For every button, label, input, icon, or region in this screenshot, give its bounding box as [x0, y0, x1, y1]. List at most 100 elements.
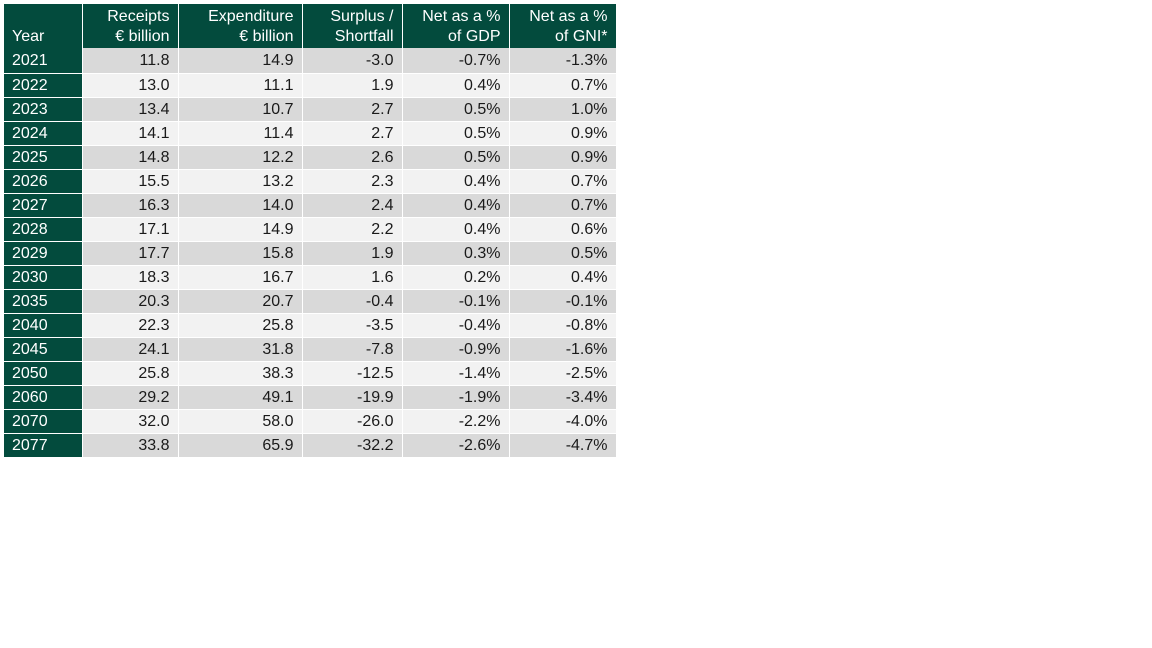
net-gni-cell: -0.8%: [509, 313, 617, 338]
net-gdp-header: Net as a % of GDP: [402, 4, 510, 48]
surplus-cell: 2.2: [302, 217, 403, 242]
table-row: 2026 15.5 13.2 2.3 0.4% 0.7%: [4, 169, 617, 194]
receipts-cell: 17.7: [82, 241, 179, 266]
net-gni-cell: 0.4%: [509, 265, 617, 290]
surplus-cell: 2.3: [302, 169, 403, 194]
surplus-cell: 2.7: [302, 121, 403, 146]
expenditure-cell: 12.2: [178, 145, 303, 170]
net-gdp-cell: 0.3%: [402, 241, 510, 266]
net-gni-cell: 0.7%: [509, 193, 617, 218]
year-cell: 2027: [4, 193, 83, 218]
expenditure-cell: 14.9: [178, 48, 303, 74]
year-cell: 2023: [4, 97, 83, 122]
surplus-cell: 1.9: [302, 241, 403, 266]
year-header: Year: [4, 4, 83, 48]
surplus-cell: 2.6: [302, 145, 403, 170]
net-gni-cell: 0.9%: [509, 145, 617, 170]
net-gni-cell: 0.9%: [509, 121, 617, 146]
net-gdp-cell: -1.4%: [402, 361, 510, 386]
surplus-cell: -3.0: [302, 48, 403, 74]
net-gdp-cell: 0.5%: [402, 97, 510, 122]
net-gni-cell: -3.4%: [509, 385, 617, 410]
year-cell: 2021: [4, 48, 83, 74]
net-gni-cell: 0.5%: [509, 241, 617, 266]
net-gdp-cell: 0.5%: [402, 145, 510, 170]
surplus-cell: -3.5: [302, 313, 403, 338]
net-gdp-cell: -1.9%: [402, 385, 510, 410]
table-row: 2030 18.3 16.7 1.6 0.2% 0.4%: [4, 265, 617, 290]
year-cell: 2070: [4, 409, 83, 434]
expenditure-cell: 25.8: [178, 313, 303, 338]
table-row: 2035 20.3 20.7 -0.4 -0.1% -0.1%: [4, 289, 617, 314]
surplus-header: Surplus / Shortfall: [302, 4, 403, 48]
expenditure-cell: 11.1: [178, 73, 303, 98]
net-gni-cell: 0.7%: [509, 73, 617, 98]
year-cell: 2026: [4, 169, 83, 194]
receipts-cell: 11.8: [82, 48, 179, 74]
table-row: 2060 29.2 49.1 -19.9 -1.9% -3.4%: [4, 385, 617, 410]
header-row: Year Receipts € billion Expenditure € bi…: [4, 4, 617, 48]
expenditure-cell: 20.7: [178, 289, 303, 314]
surplus-cell: -0.4: [302, 289, 403, 314]
receipts-cell: 18.3: [82, 265, 179, 290]
net-gdp-cell: -2.6%: [402, 433, 510, 458]
receipts-cell: 33.8: [82, 433, 179, 458]
receipts-cell: 29.2: [82, 385, 179, 410]
surplus-cell: 2.4: [302, 193, 403, 218]
year-cell: 2030: [4, 265, 83, 290]
expenditure-cell: 14.0: [178, 193, 303, 218]
surplus-cell: -26.0: [302, 409, 403, 434]
year-cell: 2040: [4, 313, 83, 338]
year-cell: 2024: [4, 121, 83, 146]
net-gni-cell: 0.6%: [509, 217, 617, 242]
table-row: 2027 16.3 14.0 2.4 0.4% 0.7%: [4, 193, 617, 218]
surplus-cell: -12.5: [302, 361, 403, 386]
surplus-cell: 2.7: [302, 97, 403, 122]
receipts-cell: 13.4: [82, 97, 179, 122]
year-cell: 2028: [4, 217, 83, 242]
net-gdp-cell: 0.4%: [402, 73, 510, 98]
net-gni-header: Net as a % of GNI*: [509, 4, 617, 48]
net-gdp-cell: 0.4%: [402, 169, 510, 194]
surplus-cell: -19.9: [302, 385, 403, 410]
net-gni-cell: 0.7%: [509, 169, 617, 194]
table-row: 2029 17.7 15.8 1.9 0.3% 0.5%: [4, 241, 617, 266]
surplus-cell: 1.9: [302, 73, 403, 98]
receipts-cell: 14.1: [82, 121, 179, 146]
net-gni-cell: 1.0%: [509, 97, 617, 122]
year-cell: 2035: [4, 289, 83, 314]
table-row: 2077 33.8 65.9 -32.2 -2.6% -4.7%: [4, 433, 617, 458]
expenditure-cell: 10.7: [178, 97, 303, 122]
receipts-cell: 17.1: [82, 217, 179, 242]
table-row: 2024 14.1 11.4 2.7 0.5% 0.9%: [4, 121, 617, 146]
expenditure-cell: 38.3: [178, 361, 303, 386]
expenditure-cell: 49.1: [178, 385, 303, 410]
surplus-cell: -32.2: [302, 433, 403, 458]
surplus-cell: 1.6: [302, 265, 403, 290]
table-row: 2022 13.0 11.1 1.9 0.4% 0.7%: [4, 73, 617, 98]
expenditure-cell: 31.8: [178, 337, 303, 362]
net-gni-cell: -0.1%: [509, 289, 617, 314]
expenditure-cell: 14.9: [178, 217, 303, 242]
projections-table: Year Receipts € billion Expenditure € bi…: [4, 4, 617, 458]
receipts-cell: 20.3: [82, 289, 179, 314]
receipts-cell: 22.3: [82, 313, 179, 338]
receipts-cell: 32.0: [82, 409, 179, 434]
net-gni-cell: -1.3%: [509, 48, 617, 74]
net-gdp-cell: 0.5%: [402, 121, 510, 146]
year-cell: 2050: [4, 361, 83, 386]
expenditure-header: Expenditure € billion: [178, 4, 303, 48]
net-gdp-cell: 0.4%: [402, 193, 510, 218]
table-row: 2023 13.4 10.7 2.7 0.5% 1.0%: [4, 97, 617, 122]
receipts-cell: 25.8: [82, 361, 179, 386]
net-gdp-cell: -0.1%: [402, 289, 510, 314]
year-cell: 2022: [4, 73, 83, 98]
year-cell: 2077: [4, 433, 83, 458]
receipts-cell: 15.5: [82, 169, 179, 194]
year-cell: 2045: [4, 337, 83, 362]
table-row: 2025 14.8 12.2 2.6 0.5% 0.9%: [4, 145, 617, 170]
expenditure-cell: 58.0: [178, 409, 303, 434]
expenditure-cell: 13.2: [178, 169, 303, 194]
net-gni-cell: -4.7%: [509, 433, 617, 458]
expenditure-cell: 11.4: [178, 121, 303, 146]
